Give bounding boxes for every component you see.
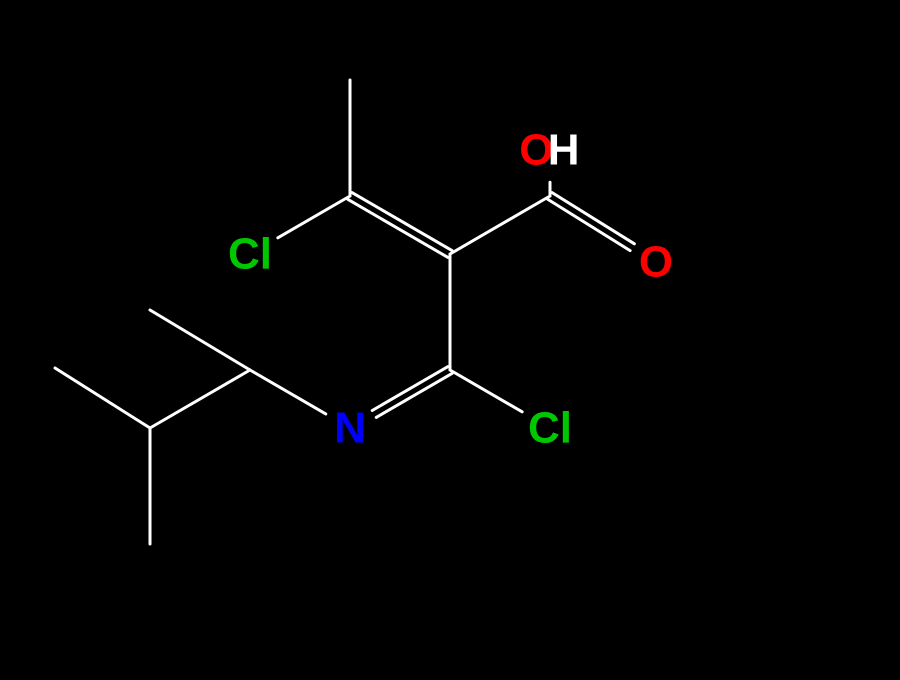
molecule-canvas: ClOHOClN (0, 0, 900, 680)
cl-atom-label: Cl (528, 404, 572, 453)
cl-atom-label: Cl (228, 230, 272, 279)
n-atom-label: N (334, 404, 366, 453)
h-atom-label: H (548, 126, 580, 175)
o-atom-label: O (639, 238, 673, 287)
